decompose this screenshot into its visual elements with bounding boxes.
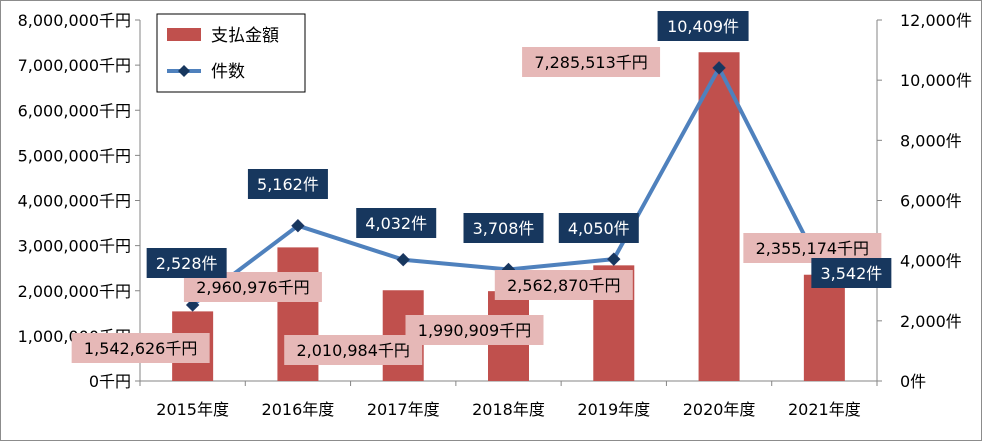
category-label: 2021年度	[788, 400, 861, 419]
count-label-box	[558, 213, 639, 243]
data-labels: 1,542,626千円 2,960,976千円 2,010,984千円 1,990,9…	[71, 11, 892, 365]
legend-line-marker	[178, 65, 190, 77]
legend-box	[156, 13, 306, 93]
category-label: 2017年度	[367, 400, 440, 419]
amount-label-box	[494, 270, 633, 300]
line-point	[291, 219, 305, 233]
right-tick-label: 2,000件	[900, 312, 962, 331]
right-tick-label: 6,000件	[900, 192, 962, 211]
count-label-text: 5,162件	[257, 175, 319, 194]
count-label: 5,162件	[247, 169, 328, 199]
amount-label-text: 1,542,626千円	[84, 339, 197, 358]
amount-label-box	[284, 335, 423, 365]
category-label: 2015年度	[156, 400, 229, 419]
left-tick-label: 0千円	[89, 372, 131, 391]
count-label-text: 4,050件	[568, 219, 630, 238]
count-label: 3,708件	[463, 213, 544, 243]
amount-label-text: 2,960,976千円	[196, 278, 309, 297]
legend-label-amount: 支払金額	[211, 26, 279, 46]
left-tick-label: 8,000,000千円	[18, 11, 131, 30]
count-label-box	[657, 11, 749, 41]
legend-bar-swatch	[167, 28, 201, 41]
amount-label: 7,285,513千円	[522, 47, 661, 77]
bar	[698, 52, 740, 382]
amount-label-box	[522, 47, 661, 77]
line-point	[607, 252, 621, 266]
left-tick-label: 2,000,000千円	[18, 282, 131, 301]
category-label: 2018年度	[472, 400, 545, 419]
count-label-text: 4,032件	[365, 214, 427, 233]
right-tick-label: 8,000件	[900, 131, 962, 150]
amount-label: 2,960,976千円	[183, 272, 322, 302]
count-label: 3,542件	[811, 258, 892, 288]
right-tick-label: 4,000件	[900, 252, 962, 271]
line-point	[396, 252, 410, 267]
count-label-text: 2,528件	[156, 254, 218, 273]
amount-label-text: 7,285,513千円	[534, 53, 647, 72]
count-label-text: 10,409件	[667, 17, 739, 36]
right-tick-label: 0件	[900, 372, 926, 391]
amount-label-text: 2,355,174千円	[756, 239, 869, 258]
count-label: 4,032件	[356, 208, 437, 238]
right-tick-label: 10,000件	[900, 71, 972, 90]
left-tick-label: 4,000,000千円	[18, 192, 131, 211]
count-label-box	[811, 258, 892, 288]
amount-label: 1,990,909千円	[405, 315, 544, 345]
category-label: 2019年度	[577, 400, 650, 419]
legend: 支払金額 件数	[156, 13, 306, 93]
amount-label-box	[71, 333, 210, 363]
category-label: 2020年度	[683, 400, 756, 419]
amount-label: 2,562,870千円	[494, 270, 633, 300]
count-label-box	[247, 169, 328, 199]
bar	[803, 274, 845, 381]
amount-label-box	[405, 315, 544, 345]
amount-label: 1,542,626千円	[71, 333, 210, 363]
count-label: 2,528件	[146, 248, 227, 278]
count-label: 10,409件	[657, 11, 749, 41]
count-label-text: 3,708件	[473, 219, 535, 238]
line-point	[185, 298, 200, 312]
amount-label-text: 1,990,909千円	[418, 321, 531, 340]
legend-label-count: 件数	[211, 62, 245, 82]
amount-label: 2,010,984千円	[284, 335, 423, 365]
line-point	[712, 61, 726, 75]
left-tick-label: 6,000,000千円	[18, 101, 131, 120]
amount-label-text: 2,562,870千円	[507, 276, 620, 295]
count-label-box	[356, 208, 437, 238]
left-tick-label: 5,000,000千円	[18, 146, 131, 165]
count-label: 4,050件	[558, 213, 639, 243]
count-label-text: 3,542件	[820, 264, 882, 283]
count-label-box	[463, 213, 544, 243]
left-tick-label: 7,000,000千円	[18, 56, 131, 75]
amount-label-text: 2,010,984千円	[296, 341, 409, 360]
right-tick-label: 12,000件	[900, 11, 972, 30]
category-label: 2016年度	[262, 400, 335, 419]
count-label-box	[146, 248, 227, 278]
left-tick-label: 3,000,000千円	[18, 237, 131, 256]
